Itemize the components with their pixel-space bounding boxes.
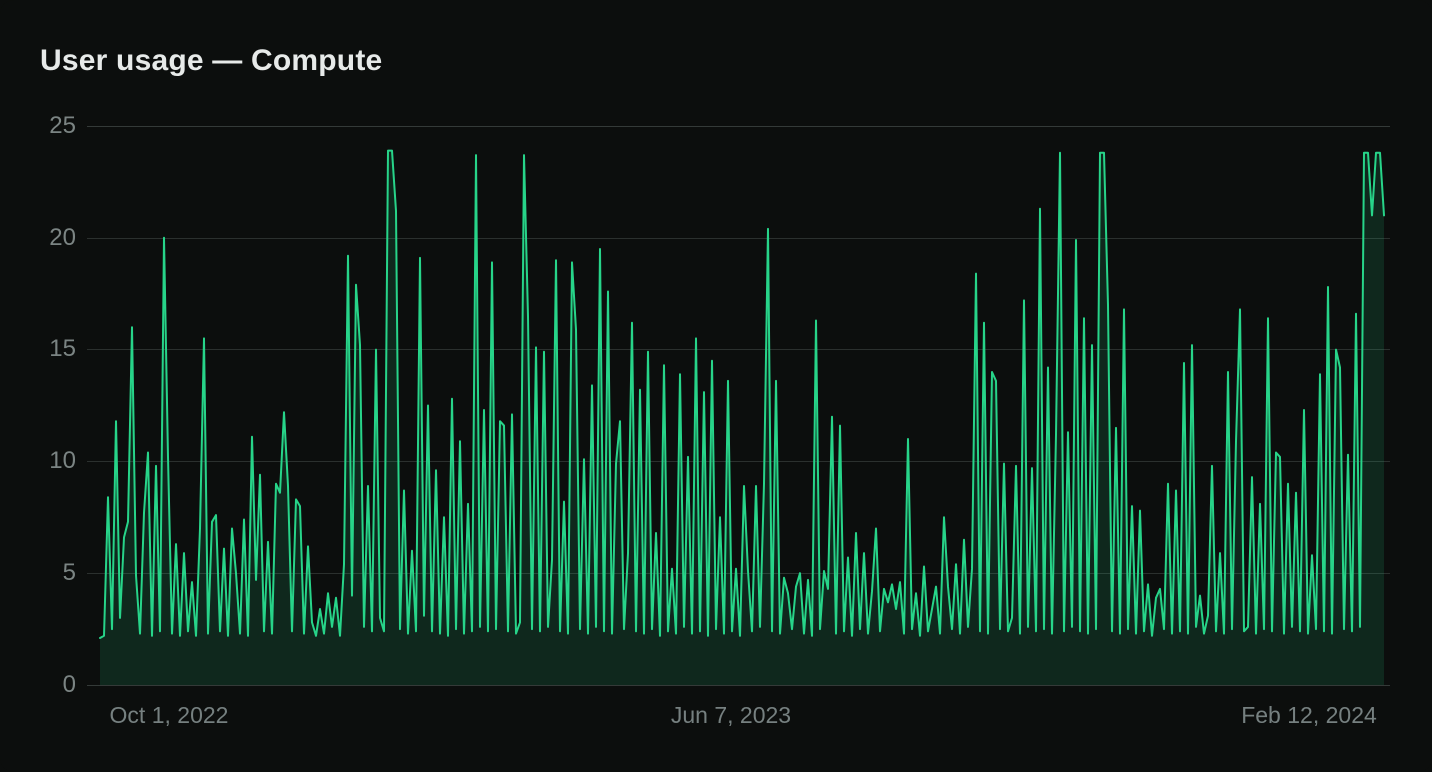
- gridline-10: [87, 461, 1390, 462]
- x-axis-tick-jun-2023: Jun 7, 2023: [670, 702, 792, 728]
- gridline-25: [87, 126, 1390, 127]
- series-line: [99, 149, 1385, 639]
- y-axis-tick-5: 5: [62, 559, 76, 586]
- gridline-20: [87, 238, 1390, 239]
- series-svg[interactable]: [87, 126, 1390, 686]
- x-axis-tick-feb-2024: Feb 12, 2024: [1241, 702, 1377, 728]
- chart-title: User usage — Compute: [40, 44, 383, 77]
- y-axis-tick-15: 15: [49, 335, 76, 362]
- gridline-5: [87, 573, 1390, 574]
- y-axis-tick-0: 0: [62, 671, 76, 698]
- gridline-15: [87, 349, 1390, 350]
- y-axis-tick-20: 20: [49, 224, 76, 251]
- gridline-0: [87, 685, 1390, 686]
- y-axis-tick-25: 25: [49, 112, 76, 139]
- y-axis-tick-10: 10: [49, 447, 76, 474]
- x-axis-tick-oct-2022: Oct 1, 2022: [109, 702, 229, 728]
